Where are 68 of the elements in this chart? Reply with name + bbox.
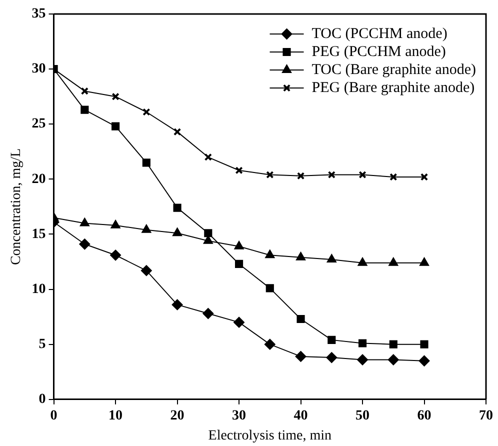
y-tick-label: 5	[38, 336, 46, 352]
y-tick-label: 10	[32, 282, 46, 297]
point	[419, 257, 430, 266]
point	[80, 106, 89, 114]
point	[142, 158, 150, 167]
point	[296, 252, 306, 260]
point	[112, 92, 120, 100]
legend-label: TOC (Bare graphite anode)	[312, 62, 476, 78]
x-tick-label: 10	[108, 408, 123, 424]
point	[172, 228, 182, 236]
point	[388, 257, 398, 266]
point	[79, 238, 90, 250]
point	[266, 170, 274, 179]
x-tick-label: 30	[232, 408, 246, 424]
point	[296, 314, 305, 324]
point	[234, 260, 244, 268]
point	[142, 108, 150, 116]
y-axis-title: Concentration, mg/L	[9, 148, 24, 266]
point	[358, 170, 366, 179]
point	[326, 352, 338, 364]
point	[235, 166, 243, 174]
point	[266, 284, 274, 292]
point	[390, 173, 398, 181]
point	[110, 220, 120, 228]
x-tick-label: 50	[356, 408, 370, 424]
x-tick-label: 60	[417, 408, 432, 424]
point	[296, 172, 305, 180]
point	[110, 250, 122, 261]
legend-label: PEG (PCCHM anode)	[312, 44, 446, 60]
point	[80, 218, 90, 226]
point	[326, 254, 336, 263]
point	[204, 229, 212, 238]
point	[80, 87, 88, 95]
point	[112, 122, 120, 130]
legend-label: PEG (Bare graphite anode)	[312, 80, 475, 96]
point	[234, 240, 244, 250]
x-tick-label: 0	[50, 408, 58, 424]
point	[202, 308, 214, 320]
point	[204, 153, 212, 161]
point	[140, 265, 152, 276]
point	[420, 340, 428, 348]
point	[173, 128, 182, 136]
point	[358, 339, 367, 348]
point	[358, 257, 368, 266]
point	[265, 250, 275, 258]
point	[173, 204, 182, 212]
x-tick-label: 70	[479, 408, 493, 424]
legend-label: TOC (PCCHM anode)	[312, 26, 448, 42]
y-tick-label: 30	[32, 62, 46, 77]
point	[328, 170, 336, 179]
x-tick-label: 40	[294, 408, 308, 424]
point	[388, 354, 399, 366]
y-tick-label: 15	[32, 226, 46, 242]
y-tick-label: 0	[38, 392, 46, 408]
point	[172, 299, 183, 310]
point	[418, 355, 430, 366]
x-tick-label: 20	[170, 408, 184, 424]
point	[357, 354, 368, 366]
y-tick-label: 20	[32, 172, 46, 187]
point	[142, 224, 152, 233]
x-axis-title: Electrolysis time, min	[208, 428, 332, 444]
y-tick-label: 25	[32, 116, 46, 132]
y-tick-label: 35	[32, 6, 46, 22]
point	[389, 340, 398, 348]
point	[295, 350, 306, 362]
point	[264, 338, 276, 350]
point	[328, 336, 336, 344]
point	[234, 316, 245, 328]
